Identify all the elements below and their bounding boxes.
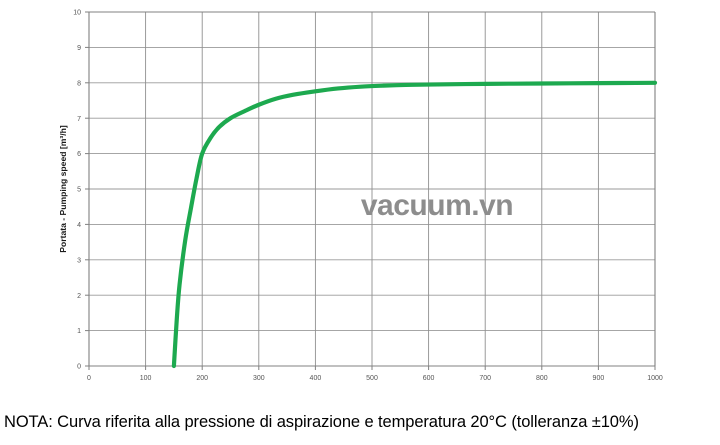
x-axis-tick-label: 100 bbox=[140, 375, 152, 382]
x-axis-tick-label: 900 bbox=[593, 375, 605, 382]
y-axis-tick-label: 8 bbox=[77, 80, 81, 87]
data-curve bbox=[171, 80, 658, 369]
y-axis-tick-label: 7 bbox=[77, 116, 81, 123]
y-axis-tick-label: 2 bbox=[77, 293, 81, 300]
watermark-text: vacuum.vn bbox=[361, 189, 513, 222]
x-axis-tick-label: 700 bbox=[479, 375, 491, 382]
x-axis-tick-label: 300 bbox=[253, 375, 265, 382]
y-axis-tick-label: 5 bbox=[77, 187, 81, 194]
x-axis-tick-label: 500 bbox=[366, 375, 378, 382]
y-axis-tick-label: 9 bbox=[77, 45, 81, 52]
note-bar: NOTA: Curva riferita alla pressione di a… bbox=[0, 400, 720, 445]
note-text: NOTA: Curva riferita alla pressione di a… bbox=[4, 413, 639, 431]
x-axis-tick-label: 400 bbox=[310, 375, 322, 382]
y-axis-tick-label: 6 bbox=[77, 151, 81, 158]
y-axis-tick-label: 4 bbox=[77, 222, 81, 229]
x-axis-tick-label: 800 bbox=[536, 375, 548, 382]
y-axis-tick-label: 3 bbox=[77, 257, 81, 264]
x-axis-tick-label: 600 bbox=[423, 375, 435, 382]
x-axis-tick-label: 0 bbox=[87, 375, 91, 382]
pumping-speed-chart: vacuum.vn 0 1 2 3 4 5 6 7 8 9 10 0 100 200 300 400 500 600… bbox=[58, 10, 663, 398]
y-axis-tick-label: 10 bbox=[73, 10, 81, 17]
y-axis-tick-label: 0 bbox=[77, 364, 81, 371]
x-axis-title: Pressione finale (ASS) - Final pressure … bbox=[280, 396, 494, 398]
x-axis-tick-label: 200 bbox=[196, 375, 208, 382]
x-axis-tick-label: 1000 bbox=[647, 375, 663, 382]
y-axis-title: Portata - Pumping speed [m³/h] bbox=[58, 125, 68, 253]
y-axis-tick-label: 1 bbox=[77, 328, 81, 335]
